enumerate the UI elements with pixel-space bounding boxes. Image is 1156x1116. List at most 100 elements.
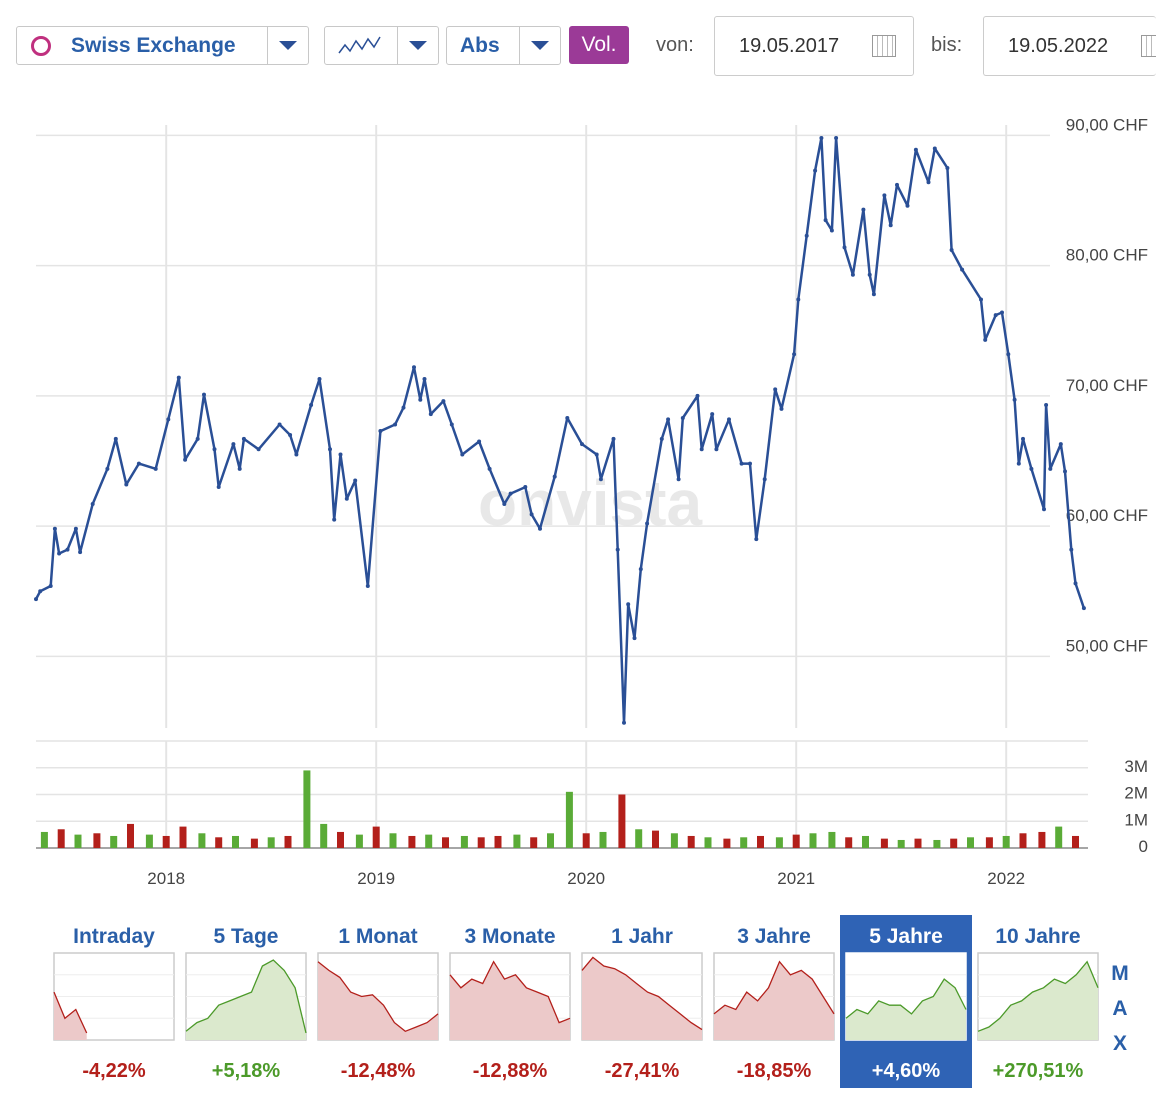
dropdown-arrow[interactable] bbox=[267, 27, 308, 64]
price-point bbox=[393, 422, 398, 427]
volume-bar bbox=[635, 829, 643, 848]
y-tick-label: 1M bbox=[1124, 810, 1148, 829]
volume-bar bbox=[1072, 835, 1079, 848]
volume-bar bbox=[985, 837, 993, 848]
volume-button[interactable]: Vol. bbox=[569, 26, 629, 64]
calendar-icon[interactable] bbox=[1141, 35, 1156, 57]
dropdown-arrow[interactable] bbox=[519, 27, 560, 64]
period-change: -4,22% bbox=[82, 1060, 146, 1082]
y-tick-label: 2M bbox=[1124, 784, 1148, 803]
price-point bbox=[739, 461, 744, 466]
price-point bbox=[1016, 461, 1021, 466]
thumb-line bbox=[713, 960, 835, 1015]
price-point bbox=[332, 517, 337, 522]
price-point bbox=[699, 447, 704, 452]
volume-bar bbox=[757, 835, 764, 848]
volume-bar bbox=[372, 826, 380, 848]
volume-bar bbox=[198, 833, 206, 848]
max-link[interactable]: MAX bbox=[1109, 962, 1132, 1067]
price-point bbox=[823, 218, 828, 223]
price-point bbox=[237, 466, 242, 471]
price-line bbox=[34, 136, 1086, 725]
price-point bbox=[676, 477, 681, 482]
volume-bar bbox=[582, 833, 590, 848]
volume-bar bbox=[145, 834, 153, 848]
price-point bbox=[710, 412, 715, 417]
price-point bbox=[762, 477, 767, 482]
price-point bbox=[529, 512, 534, 517]
price-point bbox=[949, 248, 954, 253]
price-point bbox=[888, 223, 893, 228]
volume-bar bbox=[215, 837, 223, 848]
thumb-area bbox=[450, 961, 570, 1040]
price-point bbox=[1069, 547, 1074, 552]
thumb-area bbox=[978, 961, 1098, 1040]
selected-tab bbox=[840, 915, 972, 1088]
price-point bbox=[412, 365, 416, 370]
thumb-line bbox=[581, 956, 703, 1031]
volume-bar bbox=[93, 833, 101, 848]
to-date-input[interactable]: 19.05.2022 bbox=[983, 16, 1156, 76]
price-point bbox=[779, 406, 784, 411]
volume-bar bbox=[652, 830, 659, 848]
watermark: onvista bbox=[478, 467, 702, 539]
price-point bbox=[57, 551, 62, 556]
price-point bbox=[659, 436, 664, 441]
y-tick-label: 3M bbox=[1124, 757, 1148, 776]
price-point bbox=[1073, 581, 1078, 586]
calendar-icon[interactable] bbox=[872, 35, 896, 57]
price-point bbox=[136, 461, 141, 466]
volume-bar bbox=[494, 835, 502, 848]
price-point bbox=[48, 584, 53, 589]
volume-bar bbox=[127, 823, 134, 848]
scale-select[interactable]: Abs bbox=[446, 26, 561, 65]
volume-bar bbox=[1019, 833, 1027, 848]
price-point bbox=[105, 466, 110, 471]
price-point bbox=[622, 720, 626, 725]
price-point bbox=[680, 416, 685, 421]
volume-bar bbox=[425, 834, 433, 848]
price-point bbox=[895, 182, 899, 187]
volume-bar bbox=[809, 833, 817, 848]
x-tick-label: 2021 bbox=[777, 869, 815, 888]
volume-bar bbox=[618, 794, 626, 848]
period-change: -12,88% bbox=[473, 1060, 548, 1082]
price-point bbox=[565, 416, 570, 421]
volume-bar bbox=[914, 838, 922, 848]
price-point bbox=[183, 457, 188, 462]
price-point bbox=[212, 447, 217, 452]
price-point bbox=[328, 447, 332, 452]
price-point bbox=[378, 429, 383, 434]
volume-bar bbox=[723, 838, 731, 848]
volume-bar bbox=[179, 826, 187, 848]
price-point bbox=[52, 526, 57, 531]
price-point bbox=[727, 417, 731, 422]
price-point bbox=[813, 168, 818, 173]
volume-bar bbox=[74, 834, 82, 848]
price-point bbox=[502, 501, 507, 506]
volume-bar bbox=[284, 835, 292, 848]
thumb-line bbox=[845, 978, 967, 1019]
period-label: 5 Jahre bbox=[869, 925, 943, 948]
chart-type-select[interactable] bbox=[324, 26, 439, 65]
price-point bbox=[460, 452, 465, 457]
volume-bar bbox=[565, 791, 573, 848]
period-change: +4,60% bbox=[872, 1060, 941, 1082]
price-point bbox=[842, 245, 847, 250]
exchange-select[interactable]: Swiss Exchange bbox=[16, 26, 309, 65]
price-point bbox=[1000, 310, 1004, 315]
price-point bbox=[626, 602, 631, 607]
price-point bbox=[1081, 606, 1086, 611]
volume-bar bbox=[775, 837, 783, 848]
price-point bbox=[487, 466, 492, 471]
from-date-input[interactable]: 19.05.2017 bbox=[714, 16, 914, 76]
volume-bar bbox=[267, 837, 275, 848]
price-point bbox=[552, 474, 557, 479]
dropdown-arrow[interactable] bbox=[397, 27, 438, 64]
price-point bbox=[1063, 469, 1067, 474]
period-label: 10 Jahre bbox=[995, 925, 1080, 948]
volume-bar bbox=[408, 835, 416, 848]
price-point bbox=[714, 447, 719, 452]
volume-bar bbox=[1055, 826, 1063, 848]
